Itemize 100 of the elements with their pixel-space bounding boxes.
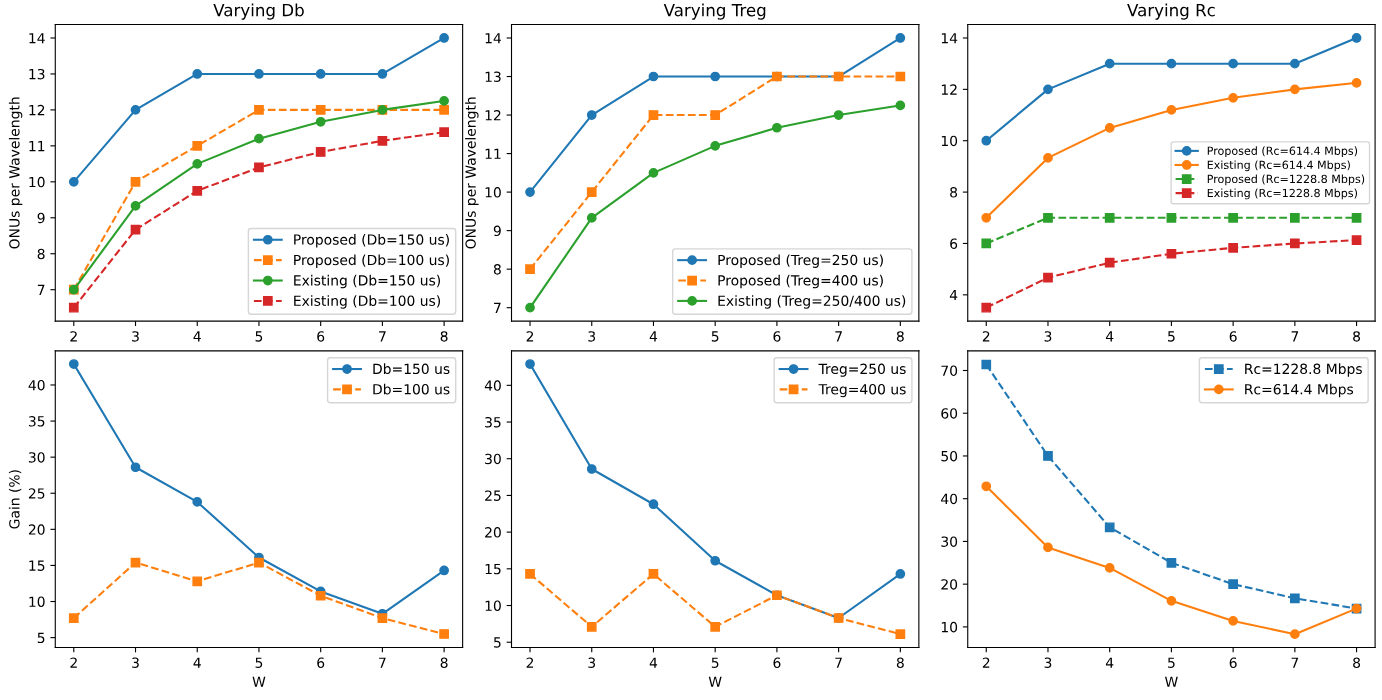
y-tick-label: 14 [29,33,45,44]
y-tick-label: 10 [941,135,958,147]
legend-label: Rc=614.4 Mbps [1245,383,1354,398]
x-tick-label: 6 [773,331,781,342]
y-axis-title: ONUs per Wavelength [465,97,479,249]
legend-label: Existing (Db=100 us) [294,295,441,309]
legend-label: Proposed (Treg=250 us) [718,254,883,268]
y-tick-label: 13 [29,68,45,80]
y-tick-label: 30 [941,536,958,547]
legend-label: Proposed (Treg=400 us) [718,274,883,289]
x-tick-label: 7 [1291,657,1299,668]
y-tick-label: 11 [485,148,501,159]
legend-label: Proposed (Db=100 us) [294,254,449,268]
y-tick-label: 25 [485,490,501,501]
y-tick-label: 15 [29,560,45,571]
y-tick-label: 5 [494,637,501,648]
y-tick-label: 35 [28,416,45,427]
x-axis-title: W [708,676,722,687]
x-tick-label: 5 [1168,331,1175,342]
x-tick-label: 8 [1353,657,1361,668]
x-tick-label: 2 [70,657,77,668]
x-tick-label: 7 [379,331,386,342]
x-tick-label: 8 [896,331,904,342]
y-tick-label: 20 [485,527,501,538]
x-tick-label: 5 [711,657,719,668]
y-tick-label: 40 [941,493,958,505]
y-tick-label: 10 [941,621,958,633]
legend-label: Existing (Db=150 us) [294,274,441,289]
chart-title: Varying Db [213,3,304,20]
y-tick-label: 50 [941,450,958,462]
y-axis-title: Gain (%) [8,470,22,529]
y-tick-label: 9 [493,225,501,237]
y-tick-label: 8 [37,248,45,260]
y-tick-label: 40 [484,380,501,391]
x-tick-label: 8 [440,657,448,668]
x-tick-label: 6 [1229,331,1237,342]
x-tick-label: 6 [317,331,325,342]
legend-label: Existing (Treg=250/400 us) [718,295,906,309]
y-tick-label: 15 [485,563,501,575]
x-tick-label: 3 [132,657,139,668]
y-tick-label: 12 [485,110,501,121]
y-tick-label: 4 [949,289,958,301]
x-tick-label: 2 [526,331,534,342]
y-tick-label: 40 [28,379,45,391]
x-tick-label: 2 [70,331,77,342]
x-tick-label: 8 [440,331,448,342]
x-tick-label: 5 [711,331,719,342]
y-tick-label: 35 [485,417,501,428]
x-tick-label: 3 [588,657,596,668]
y-tick-label: 13 [485,71,501,82]
y-tick-label: 60 [941,408,958,419]
y-tick-label: 5 [37,632,45,644]
y-tick-label: 25 [28,488,45,499]
legend-label: Existing (Rc=614.4 Mbps) [1207,160,1350,172]
legend-label: Db=150 us [373,363,450,375]
x-tick-label: 5 [255,657,263,668]
y-tick-label: 30 [485,453,501,465]
y-tick-label: 12 [29,104,45,116]
legend-label: Proposed (Db=150 us) [294,234,449,248]
x-tick-label: 3 [1044,331,1052,342]
y-tick-label: 14 [941,33,958,44]
x-tick-label: 4 [193,657,201,668]
y-tick-label: 7 [494,302,501,313]
y-tick-label: 70 [941,365,958,376]
y-tick-label: 9 [37,212,45,224]
y-tick-label: 30 [28,452,45,463]
y-tick-label: 20 [941,579,958,590]
x-tick-label: 3 [1044,657,1052,668]
x-tick-label: 2 [982,331,990,342]
x-tick-label: 5 [255,331,263,342]
x-tick-label: 4 [1105,331,1114,342]
x-tick-label: 2 [526,657,534,668]
x-tick-label: 6 [1229,657,1237,668]
x-tick-label: 8 [896,657,904,668]
x-tick-label: 4 [649,657,658,668]
chart-title: Varying Rc [1127,3,1215,20]
y-tick-label: 10 [485,187,501,198]
y-tick-label: 20 [28,524,45,535]
x-tick-label: 2 [982,657,990,668]
x-axis-title: W [1165,676,1178,687]
legend-label: Proposed (Rc=614.4 Mbps) [1207,146,1358,158]
x-tick-label: 4 [193,331,201,342]
legend-label: Treg=400 us [818,383,906,398]
legend-label: Db=100 us [373,383,450,395]
x-tick-label: 8 [1353,331,1361,342]
y-tick-label: 11 [29,141,45,152]
y-tick-label: 12 [941,84,957,95]
chart-title: Varying Treg [663,3,766,20]
legend-label: Treg=250 us [818,363,906,377]
y-tick-label: 10 [29,176,45,188]
x-tick-label: 6 [773,657,781,668]
x-tick-label: 7 [1291,331,1299,342]
legend-label: Existing (Rc=1228.8 Mbps) [1207,188,1357,200]
x-tick-label: 7 [835,657,842,668]
y-tick-label: 10 [485,600,501,611]
y-axis-title: ONUs per Wavelength [8,97,23,249]
y-tick-label: 6 [950,238,958,249]
legend-label: Rc=1228.8 Mbps [1245,363,1362,377]
x-tick-label: 5 [1168,657,1175,668]
x-tick-label: 4 [1105,657,1114,668]
